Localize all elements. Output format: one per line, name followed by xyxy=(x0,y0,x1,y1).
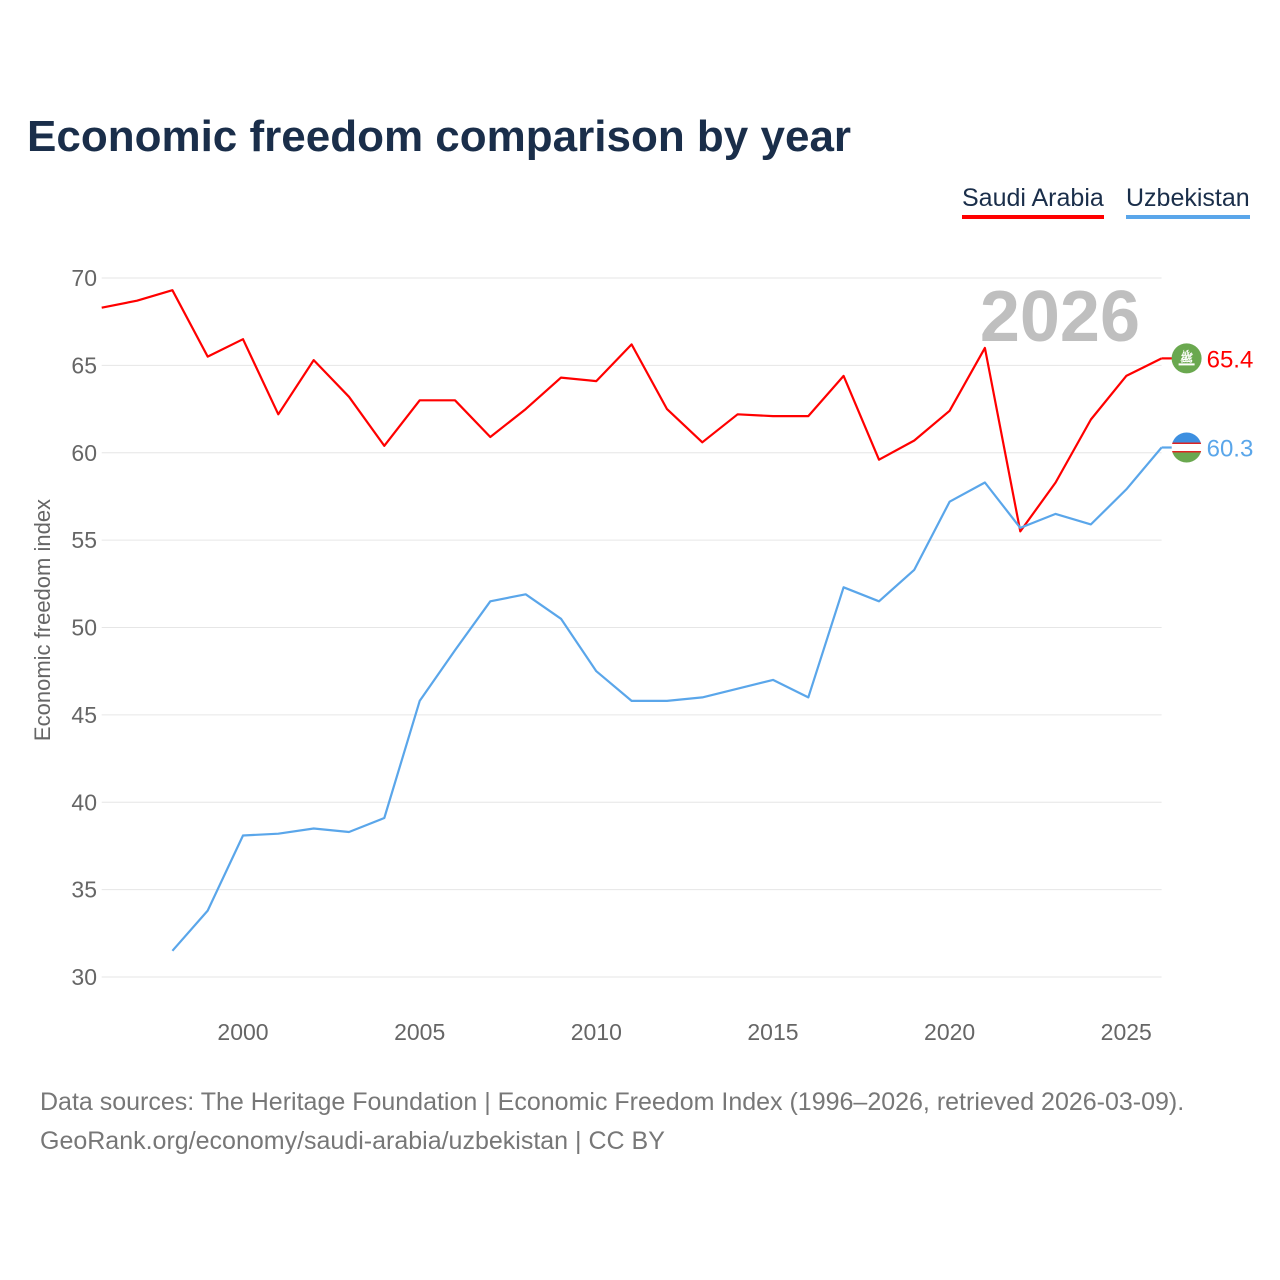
x-tick-label: 2015 xyxy=(747,1019,798,1045)
flag-stripe xyxy=(1171,442,1202,445)
y-tick-label: 30 xyxy=(71,964,97,990)
y-tick-label: 65 xyxy=(71,352,97,378)
x-tick-label: 2000 xyxy=(217,1019,268,1045)
source-line: Data sources: The Heritage Foundation | … xyxy=(40,1088,1185,1116)
series-line-saudi-arabia xyxy=(101,289,1163,533)
y-axis-label: Economic freedom index xyxy=(30,499,55,741)
x-tick-label: 2025 xyxy=(1101,1019,1152,1045)
end-value-label: 65.4 xyxy=(1207,346,1254,373)
x-tick-label: 2010 xyxy=(571,1019,622,1045)
y-tick-label: 35 xyxy=(71,877,97,903)
y-tick-label: 45 xyxy=(71,702,97,728)
year-watermark: 2026 xyxy=(980,277,1140,357)
x-tick-label: 2020 xyxy=(924,1019,975,1045)
uzbekistan-flag-icon xyxy=(1171,432,1202,463)
y-tick-label: 40 xyxy=(71,789,97,815)
chart-title: Economic freedom comparison by year xyxy=(27,112,852,161)
flag-script: ﷺ xyxy=(1180,349,1193,364)
y-tick-label: 55 xyxy=(71,527,97,553)
end-value-label: 60.3 xyxy=(1207,436,1254,463)
flag-stripe xyxy=(1171,432,1202,443)
y-tick-label: 60 xyxy=(71,440,97,466)
legend-uzbekistan[interactable]: Uzbekistan xyxy=(1126,184,1250,219)
x-tick-label: 2005 xyxy=(394,1019,445,1045)
saudi-arabia-flag-icon xyxy=(1171,343,1202,374)
y-tick-label: 70 xyxy=(71,265,97,291)
flag-sword xyxy=(1178,363,1195,366)
flag-stripe xyxy=(1171,444,1202,452)
flag-stripe xyxy=(1171,451,1202,453)
flag-stripe xyxy=(1171,452,1202,463)
license-line[interactable]: GeoRank.org/economy/saudi-arabia/uzbekis… xyxy=(40,1127,665,1155)
y-tick-label: 50 xyxy=(71,615,97,641)
legend-saudi-arabia[interactable]: Saudi Arabia xyxy=(962,184,1104,219)
series-line-uzbekistan xyxy=(171,446,1163,952)
